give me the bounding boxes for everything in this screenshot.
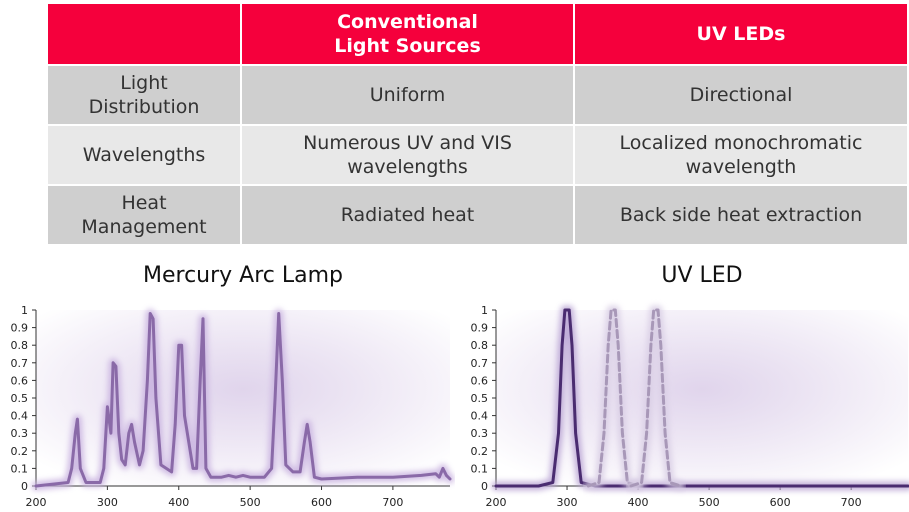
y-tick-label: 1 (481, 304, 488, 317)
uv-led-chart: 0 0.1 0.2 0.3 0.4 0.5 0.6 0.7 0.8 0.9 1 200 300 400 50… (471, 304, 909, 509)
x-tick-label: 400 (168, 496, 189, 509)
y-tick-label: 0.2 (11, 445, 29, 458)
cell-uvled: Localized monochromatic wavelength (573, 124, 909, 186)
series-line-2 (629, 308, 683, 488)
y-tick-label: 1 (21, 304, 28, 317)
y-tick-label: 0.1 (11, 462, 29, 475)
y-tick-label: 0.5 (471, 392, 489, 405)
series-line-0 (34, 312, 452, 488)
y-tick-label: 0.6 (11, 374, 29, 387)
plot-background (36, 310, 450, 486)
y-tick-label: 0.8 (471, 339, 489, 352)
cell-uvled: Back side heat extraction (573, 184, 909, 246)
x-tick-label: 200 (486, 496, 507, 509)
y-tick-label: 0.1 (471, 462, 489, 475)
y-tick-label: 0.4 (471, 410, 489, 423)
x-tick-label: 700 (382, 496, 403, 509)
x-tick-label: 300 (557, 496, 578, 509)
x-tick-label: 700 (841, 496, 862, 509)
series-line-0 (494, 308, 909, 488)
cell-conventional: Radiated heat (240, 184, 575, 246)
table-header-row: Conventional Light Sources UV LEDs (46, 2, 909, 66)
x-tick-label: 500 (240, 496, 261, 509)
x-tick-label: 500 (699, 496, 720, 509)
table-row: Heat Management Radiated heat Back side h… (46, 184, 909, 246)
y-tick-label: 0.5 (11, 392, 29, 405)
x-tick-label: 600 (770, 496, 791, 509)
row-label: Light Distribution (46, 64, 242, 126)
header-empty (46, 2, 242, 66)
uvled-chart-title: UV LED (661, 263, 743, 288)
cell-conventional: Uniform (240, 64, 575, 126)
y-tick-label: 0.7 (11, 357, 29, 370)
x-tick-label: 400 (628, 496, 649, 509)
x-tick-label: 300 (97, 496, 118, 509)
y-tick-label: 0.9 (11, 322, 29, 335)
x-tick-label: 600 (311, 496, 332, 509)
row-label: Wavelengths (46, 124, 242, 186)
header-conventional: Conventional Light Sources (240, 2, 575, 66)
mercury-chart-title: Mercury Arc Lamp (142, 263, 343, 288)
y-tick-label: 0.4 (11, 410, 29, 423)
mercury-arc-chart: 0 0.1 0.2 0.3 0.4 0.5 0.6 0.7 0.8 0.9 1 200 300 400 50… (11, 304, 455, 509)
y-tick-label: 0 (21, 480, 28, 493)
comparison-table: Conventional Light Sources UV LEDs Light D… (46, 2, 909, 246)
y-tick-label: 0.2 (471, 445, 489, 458)
y-tick-label: 0.7 (471, 357, 489, 370)
y-tick-label: 0.8 (11, 339, 29, 352)
series-line-1 (586, 308, 640, 488)
x-tick-label: 200 (26, 496, 47, 509)
table-row: Light Distribution Uniform Directional (46, 64, 909, 126)
cell-uvled: Directional (573, 64, 909, 126)
cell-conventional: Numerous UV and VIS wavelengths (240, 124, 575, 186)
row-label: Heat Management (46, 184, 242, 246)
y-tick-label: 0 (481, 480, 488, 493)
y-tick-label: 0.3 (471, 427, 489, 440)
y-tick-label: 0.9 (471, 322, 489, 335)
table-row: Wavelengths Numerous UV and VIS wavelengt… (46, 124, 909, 186)
header-uvled: UV LEDs (573, 2, 909, 66)
y-tick-label: 0.3 (11, 427, 29, 440)
y-tick-label: 0.6 (471, 374, 489, 387)
